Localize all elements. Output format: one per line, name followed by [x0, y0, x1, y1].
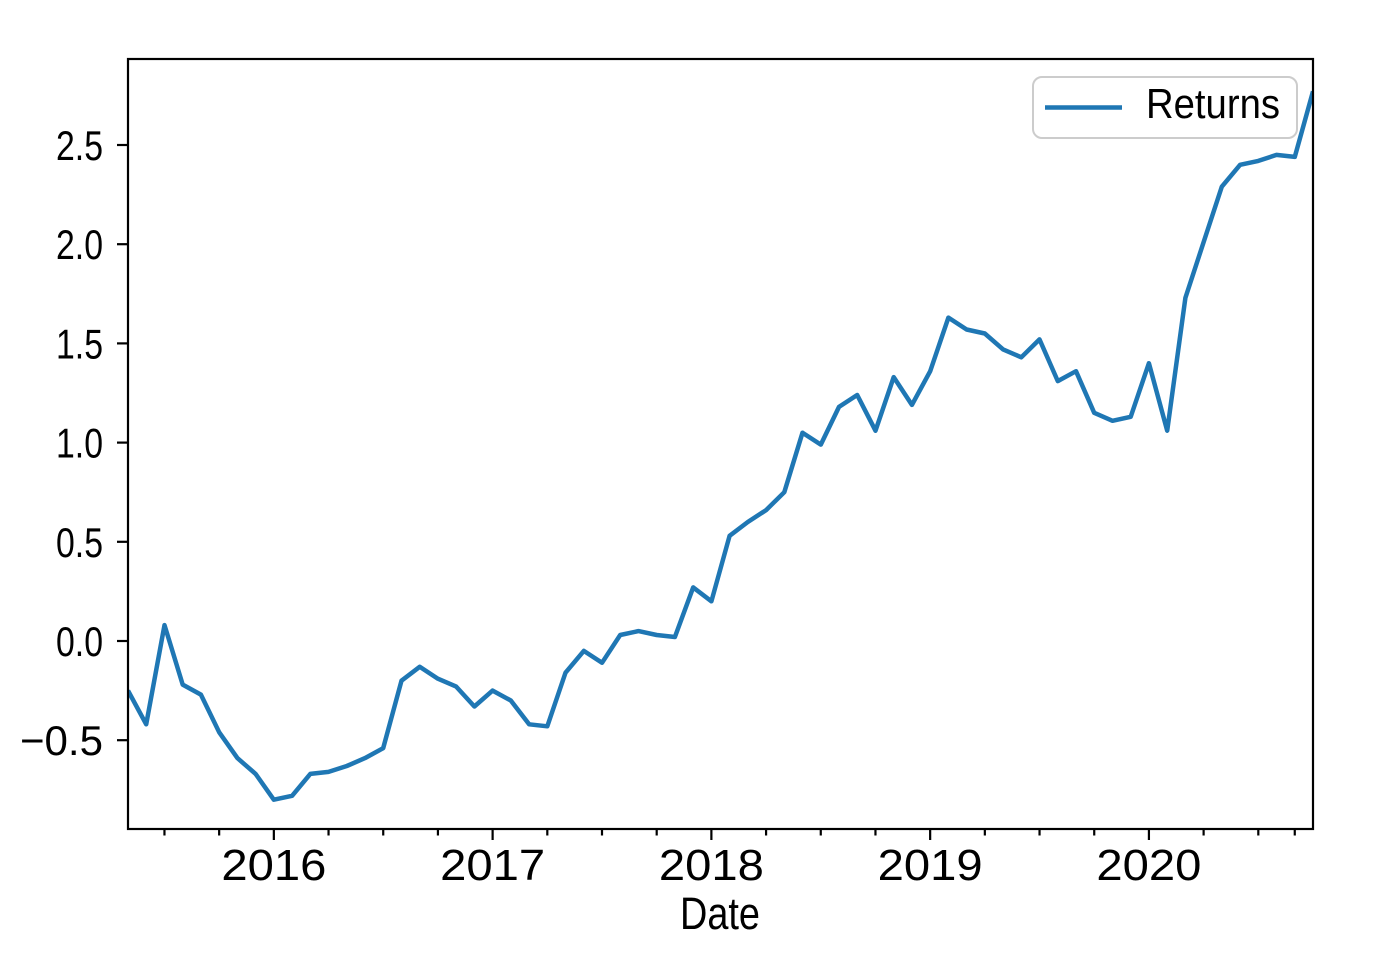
axis-ticks — [117, 143, 1296, 840]
x-tick-label: 2018 — [659, 841, 764, 890]
y-tick-label: −0.5 — [20, 717, 103, 764]
plot-area — [128, 59, 1313, 829]
legend-box — [1032, 76, 1298, 139]
x-axis-label: Date — [680, 888, 760, 939]
data-series-group — [128, 90, 1313, 802]
axes-spines — [126, 57, 1315, 831]
x-tick-label: 2016 — [221, 841, 326, 890]
legend: Returns — [1032, 76, 1298, 139]
y-tick-label: 0.0 — [56, 618, 103, 665]
returns-series-line — [128, 90, 1313, 802]
legend-label: Returns — [1146, 80, 1280, 127]
x-tick-label: 2019 — [878, 841, 983, 890]
x-tick-label: 2017 — [440, 841, 545, 890]
tick-labels: 2.5 2.0 1.5 1.0 0.5 0.0 −0.5 2016 2017 2018 2019 20… — [20, 122, 1201, 890]
x-tick-label: 2020 — [1096, 841, 1201, 890]
y-tick-label: 2.5 — [56, 122, 103, 169]
y-tick-label: 0.5 — [56, 519, 103, 566]
y-tick-label: 1.0 — [56, 420, 103, 467]
y-tick-label: 2.0 — [56, 221, 103, 268]
y-tick-label: 1.5 — [56, 320, 103, 367]
